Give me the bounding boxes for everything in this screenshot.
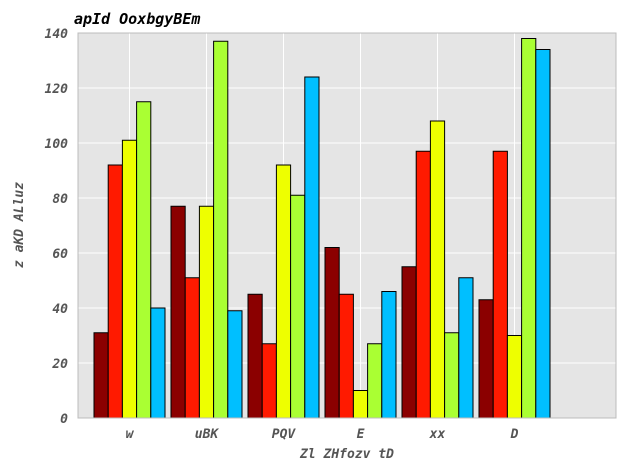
y-tick-label: 120 <box>45 82 69 97</box>
bars <box>93 38 551 419</box>
x-tick-label: D <box>510 427 519 442</box>
bar <box>107 164 123 419</box>
bar <box>478 299 494 419</box>
y-axis-label: z aKD ALluz <box>12 182 27 268</box>
bar <box>535 49 551 419</box>
bar <box>198 205 215 419</box>
bar <box>415 150 431 419</box>
y-tick-label: 100 <box>45 137 69 152</box>
bar <box>458 277 474 419</box>
x-axis-label: Zl ZHfozv tD <box>299 447 394 462</box>
y-tick-label: 40 <box>52 302 68 317</box>
y-tick-labels: 0 20 40 60 80 100 120 140 <box>45 27 69 427</box>
bar <box>338 293 354 419</box>
x-tick-label: PQV <box>272 427 297 442</box>
bar <box>290 194 306 419</box>
bar <box>401 266 417 419</box>
bar <box>324 247 340 419</box>
y-tick-label: 80 <box>52 192 68 207</box>
bar <box>367 343 383 419</box>
y-tick-label: 60 <box>52 247 68 262</box>
y-tick-label: 0 <box>60 412 68 427</box>
x-tick-label: w <box>126 427 135 442</box>
bar <box>492 150 508 419</box>
bar <box>170 205 186 419</box>
bar <box>429 120 446 419</box>
plot-border <box>77 32 617 419</box>
bar <box>150 307 166 419</box>
bar <box>275 164 292 419</box>
y-tick-label: 20 <box>51 357 68 372</box>
bar <box>506 335 523 419</box>
chart-title: apId OoxbgyBEm <box>74 10 200 28</box>
bar <box>304 76 320 419</box>
bar <box>521 38 537 419</box>
x-tick-label: E <box>357 427 365 442</box>
x-tick-label: uBK <box>195 427 220 442</box>
bar <box>381 291 397 419</box>
bar <box>184 277 200 419</box>
x-tick-label: xx <box>429 427 446 442</box>
bar <box>136 101 152 419</box>
bar <box>261 343 277 419</box>
bar <box>247 293 263 419</box>
bar <box>213 40 229 419</box>
bar <box>352 390 369 419</box>
bar <box>121 139 138 419</box>
bar <box>93 332 109 419</box>
y-tick-label: 140 <box>45 27 69 42</box>
bar <box>227 310 243 419</box>
bar <box>444 332 460 419</box>
